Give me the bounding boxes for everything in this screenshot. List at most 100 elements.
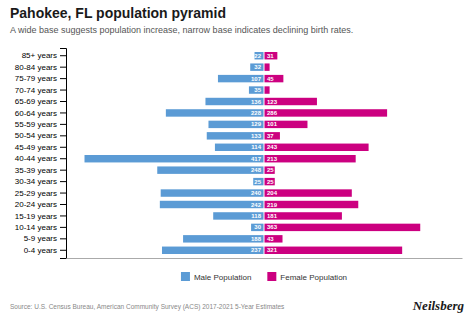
bar xyxy=(255,52,264,59)
data-label: 133 xyxy=(251,133,262,139)
data-label: 22 xyxy=(254,53,261,59)
y-tick-mark xyxy=(60,204,66,205)
y-tick-mark xyxy=(60,158,66,159)
y-tick: 0-4 years xyxy=(24,246,66,255)
bar xyxy=(264,63,270,70)
data-label: 219 xyxy=(267,202,278,208)
data-label: 101 xyxy=(267,121,278,127)
data-label: 37 xyxy=(267,133,274,139)
bar xyxy=(205,98,264,105)
y-tick-mark xyxy=(60,193,66,194)
bar xyxy=(264,247,402,254)
y-tick-label: 60-64 years xyxy=(15,109,57,118)
y-tick-mark xyxy=(60,170,66,171)
data-label: 35 xyxy=(254,87,261,93)
bar xyxy=(162,247,264,254)
y-tick: 50-54 years xyxy=(15,131,66,140)
bar xyxy=(264,121,307,128)
y-tick-label: 30-34 years xyxy=(15,177,57,186)
y-tick: 80-84 years xyxy=(15,63,66,72)
bar xyxy=(157,166,264,173)
bar xyxy=(264,98,317,105)
center-line xyxy=(264,48,265,258)
bar xyxy=(264,132,280,139)
data-label: 114 xyxy=(251,144,261,150)
legend-swatch xyxy=(267,272,276,281)
bar xyxy=(264,166,275,173)
data-label: 129 xyxy=(251,121,262,127)
data-label: 107 xyxy=(251,76,262,82)
y-tick-label: 20-24 years xyxy=(15,200,57,209)
y-tick-mark xyxy=(60,238,66,239)
y-tick: 10-14 years xyxy=(15,223,66,232)
logo: Neilsberg xyxy=(412,298,465,313)
bar xyxy=(85,155,264,162)
bar xyxy=(218,75,264,82)
bar xyxy=(264,178,275,185)
legend-item: Male Population xyxy=(181,272,251,282)
data-label: 25 xyxy=(254,179,261,185)
source: Source: U.S. Census Bureau, American Com… xyxy=(10,303,285,311)
data-label: 25 xyxy=(267,179,274,185)
y-tick-mark xyxy=(60,227,66,228)
data-label: 240 xyxy=(251,190,262,196)
bar xyxy=(207,132,264,139)
y-tick-label: 80-84 years xyxy=(15,63,57,72)
y-tick: 30-34 years xyxy=(15,177,66,186)
y-tick-mark xyxy=(60,181,66,182)
bar xyxy=(166,109,264,116)
data-label: 181 xyxy=(267,213,278,219)
y-tick-label: 50-54 years xyxy=(15,131,57,140)
bar xyxy=(264,75,283,82)
y-tick-label: 85+ years xyxy=(22,51,57,60)
y-tick-mark xyxy=(60,147,66,148)
y-tick: 40-44 years xyxy=(15,154,66,163)
y-tick-mark xyxy=(60,67,66,68)
data-label: 204 xyxy=(267,190,278,196)
bar xyxy=(264,201,358,208)
data-label: 321 xyxy=(267,247,278,253)
x-axis xyxy=(67,258,463,259)
chart: Pahokee, FL population pyramidA wide bas… xyxy=(0,0,474,316)
data-label: 43 xyxy=(267,236,274,242)
y-tick: 5-9 years xyxy=(24,234,66,243)
y-tick-mark xyxy=(60,78,66,79)
data-label: 32 xyxy=(254,64,261,70)
bar xyxy=(250,63,264,70)
bar xyxy=(264,235,283,242)
y-tick-mark xyxy=(60,112,66,113)
y-tick-label: 75-79 years xyxy=(15,74,57,83)
data-label: 242 xyxy=(251,202,262,208)
data-label: 25 xyxy=(267,167,274,173)
legend-item: Female Population xyxy=(267,272,347,282)
y-tick-label: 70-74 years xyxy=(15,86,57,95)
y-tick: 20-24 years xyxy=(15,200,66,209)
data-label: 31 xyxy=(267,53,274,59)
data-label: 118 xyxy=(251,213,261,219)
plot: 2232107351362281291331144172482524024211… xyxy=(15,48,463,259)
legend-label: Female Population xyxy=(280,273,347,282)
bar xyxy=(264,189,352,196)
data-label: 45 xyxy=(267,76,274,82)
data-label: 123 xyxy=(267,99,278,105)
y-tick-label: 40-44 years xyxy=(15,154,57,163)
y-tick-label: 25-29 years xyxy=(15,189,57,198)
legend-label: Male Population xyxy=(194,273,251,282)
x-axis-line xyxy=(67,258,463,259)
bar xyxy=(264,52,277,59)
bar xyxy=(160,201,264,208)
bar xyxy=(253,178,264,185)
data-label: 30 xyxy=(254,224,261,230)
bar xyxy=(183,235,264,242)
y-tick: 75-79 years xyxy=(15,74,66,83)
y-tick: 55-59 years xyxy=(15,120,66,129)
y-tick-label: 35-39 years xyxy=(15,166,57,175)
legend: Male Population Female Population xyxy=(181,272,347,282)
bar xyxy=(264,144,369,151)
bar xyxy=(161,189,264,196)
bar xyxy=(264,224,420,231)
bar xyxy=(251,224,264,231)
data-label: 228 xyxy=(251,110,262,116)
y-tick-label: 10-14 years xyxy=(15,223,57,232)
bar xyxy=(264,212,342,219)
